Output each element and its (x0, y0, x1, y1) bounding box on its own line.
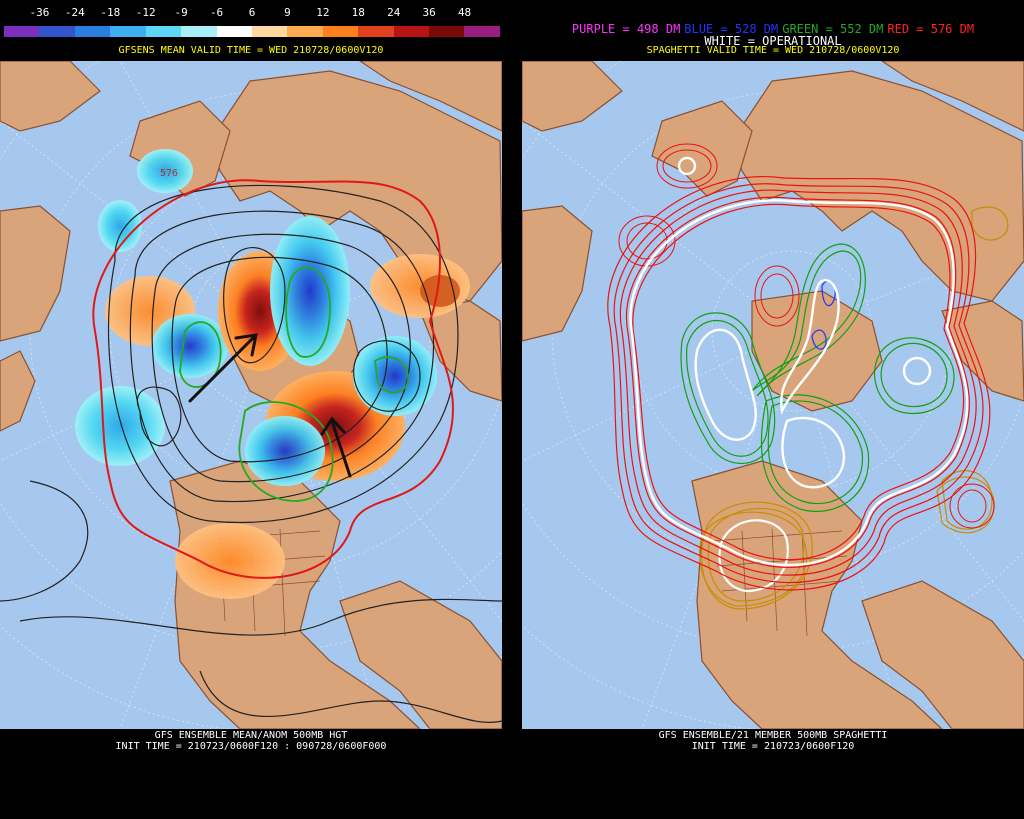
colorbar-swatch (251, 26, 288, 37)
colorbar-tick-label: -9 (174, 6, 188, 19)
colorbar-swatch (74, 26, 111, 37)
colorbar-tick-label: -24 (64, 6, 85, 19)
operational-legend: WHITE = OPERATIONAL (704, 34, 842, 48)
colorbar-swatch (145, 26, 182, 37)
annotation-arrows (188, 333, 352, 478)
anomaly-colorbar: -36 -24 -18 -12 -9 -6 6 9 12 18 24 36 48 (4, 4, 500, 37)
land-masses (522, 61, 1024, 729)
colorbar-tick-label: 18 (351, 6, 365, 19)
legend-entry: BLUE = 528 DM (684, 22, 779, 36)
green-552-contours (680, 243, 955, 512)
colorbar-swatch (4, 26, 40, 37)
colorbar-swatch (110, 26, 146, 37)
height-anomaly-shading (75, 149, 470, 599)
spaghetti-legend: PURPLE = 498 DM BLUE = 528 DM GREEN = 552 … (522, 22, 1024, 36)
colorbar-swatch (216, 26, 252, 37)
legend-entry: PURPLE = 498 DM (571, 22, 681, 36)
colorbar-tick-label: 12 (316, 6, 330, 19)
colorbar-tick-label: -6 (209, 6, 224, 19)
colorbar-swatch (464, 26, 500, 37)
colorbar-swatches (4, 26, 500, 37)
colorbar-tick-label: 6 (248, 6, 256, 19)
left-caption-line1: GFS ENSEMBLE MEAN/ANOM 500MB HGT (154, 730, 348, 741)
colorbar-tick-label: -18 (100, 6, 121, 19)
colorbar-swatch (287, 26, 323, 37)
white-operational-contours (629, 156, 969, 567)
colorbar-swatch (322, 26, 359, 37)
colorbar-swatch (393, 26, 430, 37)
left-caption-line2: INIT TIME = 210723/0600F120 : 090728/060… (115, 741, 387, 752)
colorbar-tick-label: 24 (387, 6, 401, 19)
legend-entry: GREEN = 552 DM (782, 22, 884, 36)
spaghetti-panel: PURPLE = 498 DM BLUE = 528 DM GREEN = 552 … (522, 0, 1024, 819)
right-map (522, 61, 1024, 729)
red-576-contours (607, 176, 991, 591)
right-valid-time-header: SPAGHETTI VALID TIME = WED 210728/0600V1… (646, 45, 900, 56)
right-caption-line2: INIT TIME = 210723/0600F120 (691, 741, 855, 752)
red-cutoff-lows (618, 143, 995, 529)
colorbar-tick-label: 9 (284, 6, 291, 19)
left-valid-time-header: GFSENS MEAN VALID TIME = WED 210728/0600… (118, 45, 384, 56)
right-map-svg (522, 61, 1024, 729)
left-map-svg: 576 (0, 61, 502, 729)
left-map: 576 (0, 61, 502, 729)
ensemble-mean-anomaly-panel: -36 -24 -18 -12 -9 -6 6 9 12 18 24 36 48 GFSENS MEAN… (0, 0, 502, 819)
colorbar-tick-label: 48 (457, 6, 472, 19)
colorbar-swatch (358, 26, 394, 37)
panel-divider (502, 0, 522, 819)
colorbar-tick-label: 36 (422, 6, 436, 19)
height-contours (0, 184, 502, 723)
colorbar-swatch (39, 26, 75, 37)
colorbar-tick-label: -12 (135, 6, 156, 19)
colorbar-swatch (181, 26, 217, 37)
576-contour (92, 179, 454, 579)
right-caption-line1: GFS ENSEMBLE/21 MEMBER 500MB SPAGHETTI (658, 730, 888, 741)
colorbar-swatch (429, 26, 465, 37)
colorbar-tick-label: -36 (29, 6, 50, 19)
legend-entry: RED = 576 DM (887, 22, 975, 36)
gold-contours (699, 206, 1009, 610)
colorbar-labels: -36 -24 -18 -12 -9 -6 6 9 12 18 24 36 48 (4, 4, 500, 22)
contour-label: 576 (160, 168, 178, 179)
